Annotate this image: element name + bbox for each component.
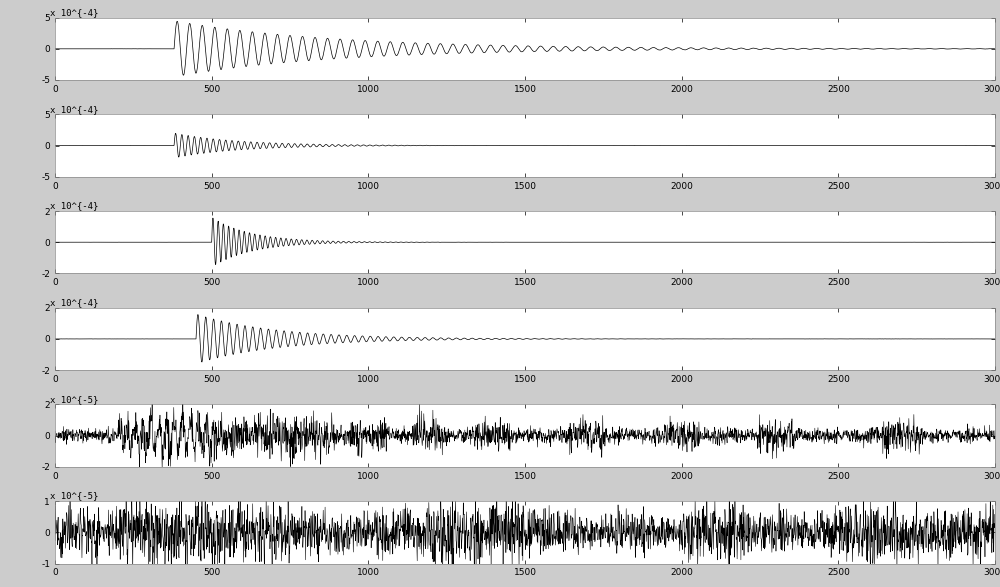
Text: x 10^{-5}: x 10^{-5} — [50, 491, 99, 501]
Text: x 10^{-5}: x 10^{-5} — [50, 395, 99, 404]
Text: x 10^{-4}: x 10^{-4} — [50, 104, 99, 114]
Text: x 10^{-4}: x 10^{-4} — [50, 201, 99, 210]
Text: x 10^{-4}: x 10^{-4} — [50, 8, 99, 17]
Text: x 10^{-4}: x 10^{-4} — [50, 298, 99, 307]
